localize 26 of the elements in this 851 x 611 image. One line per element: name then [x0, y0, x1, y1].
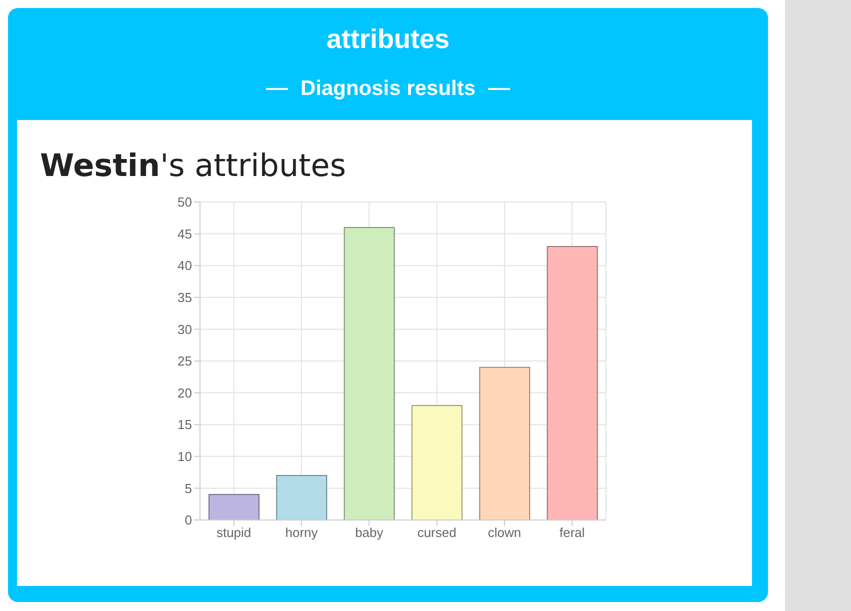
x-tick-label: baby: [355, 525, 384, 540]
y-tick-label: 50: [178, 194, 192, 210]
y-tick-label: 5: [184, 480, 192, 496]
chart-title: Westin's attributes: [40, 148, 346, 184]
bar: [412, 405, 462, 520]
y-tick-label: 40: [178, 258, 192, 274]
y-tick-label: 10: [178, 449, 192, 464]
x-tick-label: clown: [488, 525, 522, 540]
y-tick-label: 35: [178, 290, 192, 306]
text: attributes: [325, 24, 451, 55]
text: Diagnosis results: [300, 77, 476, 101]
y-tick-label: 15: [178, 417, 192, 432]
y-tick-label: 20: [178, 385, 192, 400]
bar: [208, 494, 260, 520]
y-tick-label: 25: [178, 354, 192, 369]
y-tick-label: 45: [178, 226, 192, 242]
y-tick-label: 30: [178, 322, 192, 337]
y-tick-label: 0: [184, 512, 192, 528]
x-tick-label: horny: [285, 525, 318, 540]
bar: [479, 366, 530, 520]
bar: [546, 246, 598, 520]
x-tick-label: feral: [560, 525, 585, 540]
x-tick-label: stupid: [216, 525, 252, 540]
bar: [276, 474, 328, 520]
bar: [344, 226, 395, 520]
x-tick-label: cursed: [417, 525, 456, 540]
